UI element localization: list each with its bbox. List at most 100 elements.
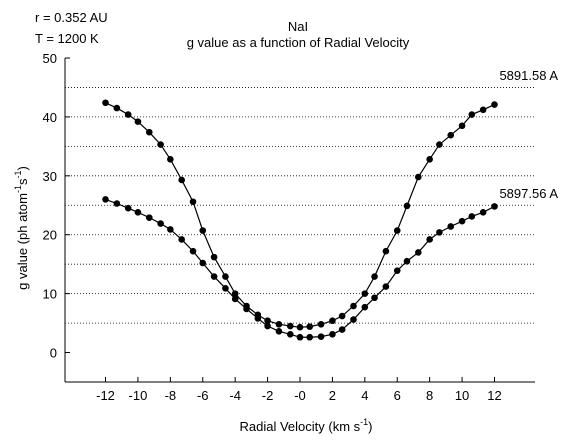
y-tick-label: 0 <box>50 346 57 361</box>
data-point <box>491 101 498 108</box>
data-point <box>222 273 229 280</box>
data-point <box>382 283 390 290</box>
data-point <box>167 156 174 163</box>
data-point <box>329 330 336 338</box>
data-point <box>286 322 294 330</box>
x-tick-label: -6 <box>197 388 209 403</box>
annotation-radius: r = 0.352 AU <box>35 10 108 25</box>
data-point <box>102 196 109 203</box>
data-point <box>447 131 455 139</box>
y-axis-label-prefix: g value (ph atom <box>15 193 30 290</box>
data-point <box>350 316 357 323</box>
y-axis-label: g value (ph atom-1s-1) <box>13 166 30 290</box>
data-point <box>393 267 401 274</box>
data-point <box>134 118 142 125</box>
data-point <box>222 285 229 292</box>
y-axis-label-middle: s <box>15 178 30 185</box>
series-2 <box>102 196 498 341</box>
data-point <box>468 111 476 118</box>
y-axis-ticks: 0 10 20 30 40 50 <box>43 51 70 361</box>
data-point <box>317 320 325 328</box>
series-1 <box>102 99 498 331</box>
data-point <box>264 322 271 330</box>
annotation-temperature: T = 1200 K <box>35 31 99 46</box>
x-tick-label: -0 <box>294 388 306 403</box>
data-point <box>393 227 401 234</box>
data-point <box>210 253 218 261</box>
data-point <box>491 203 498 210</box>
data-point <box>124 111 132 118</box>
x-tick-label: -10 <box>129 388 148 403</box>
chart-subtitle: g value as a function of Radial Velocity <box>187 35 410 50</box>
data-point <box>436 141 443 148</box>
data-point <box>231 290 239 297</box>
data-point <box>145 128 153 136</box>
data-point <box>338 326 346 333</box>
data-point <box>415 249 422 256</box>
y-tick-label: 30 <box>43 169 57 184</box>
data-point <box>254 315 262 322</box>
data-point <box>199 259 207 267</box>
data-point <box>102 99 109 107</box>
data-point <box>479 209 487 216</box>
y-tick-label: 10 <box>43 287 57 302</box>
data-point <box>426 156 433 163</box>
y-tick-label: 40 <box>43 110 57 125</box>
x-tick-label: -8 <box>165 388 177 403</box>
data-point <box>458 122 466 130</box>
data-point <box>306 323 314 330</box>
data-point <box>167 226 174 233</box>
data-point <box>426 236 433 243</box>
grid-lines <box>65 87 535 324</box>
series-labels: 5891.58 A 5897.56 A <box>499 68 558 201</box>
data-point <box>371 273 378 280</box>
data-point <box>338 312 346 320</box>
x-tick-label: -4 <box>229 388 241 403</box>
data-point <box>189 198 197 206</box>
series-group <box>102 99 498 341</box>
data-point <box>296 323 304 331</box>
data-point <box>447 223 455 230</box>
data-point <box>361 303 369 311</box>
x-tick-label: -12 <box>96 388 115 403</box>
x-tick-label: 2 <box>329 388 336 403</box>
data-point <box>210 273 218 280</box>
data-point <box>243 305 250 313</box>
x-tick-label: 6 <box>394 388 401 403</box>
data-point <box>306 333 314 341</box>
data-point <box>468 213 476 220</box>
x-axis-label-sup: -1 <box>360 417 368 427</box>
data-point <box>350 302 357 310</box>
data-point <box>286 330 294 338</box>
data-point <box>157 220 164 227</box>
y-axis-label-sup1: -1 <box>13 185 23 193</box>
x-axis-label-close: ) <box>368 419 372 434</box>
data-point <box>371 294 378 302</box>
x-tick-label: 4 <box>361 388 368 403</box>
y-axis-label-close: ) <box>15 166 30 170</box>
data-point <box>436 229 443 236</box>
data-point <box>296 333 304 341</box>
data-point <box>403 202 411 210</box>
data-point <box>264 317 271 325</box>
data-point <box>479 106 487 114</box>
data-point <box>415 173 422 181</box>
data-point <box>275 328 283 335</box>
y-axis-label-sup2: -1 <box>13 170 23 178</box>
data-point <box>145 214 153 221</box>
data-point <box>329 317 336 325</box>
data-point <box>458 217 466 225</box>
data-point <box>178 176 185 184</box>
data-point <box>382 247 390 255</box>
x-axis-ticks: -12 -10 -8 -6 -4 -2 -0 2 4 6 8 10 12 <box>96 377 502 403</box>
data-point <box>113 200 121 207</box>
x-axis-label-text: Radial Velocity (km s <box>239 419 360 434</box>
series-label-5891: 5891.58 A <box>499 68 558 83</box>
data-point <box>403 257 411 265</box>
chart-title: NaI <box>288 19 308 34</box>
y-tick-label: 20 <box>43 228 57 243</box>
data-point <box>199 227 207 234</box>
data-point <box>134 209 142 216</box>
series-label-5897: 5897.56 A <box>499 186 558 201</box>
